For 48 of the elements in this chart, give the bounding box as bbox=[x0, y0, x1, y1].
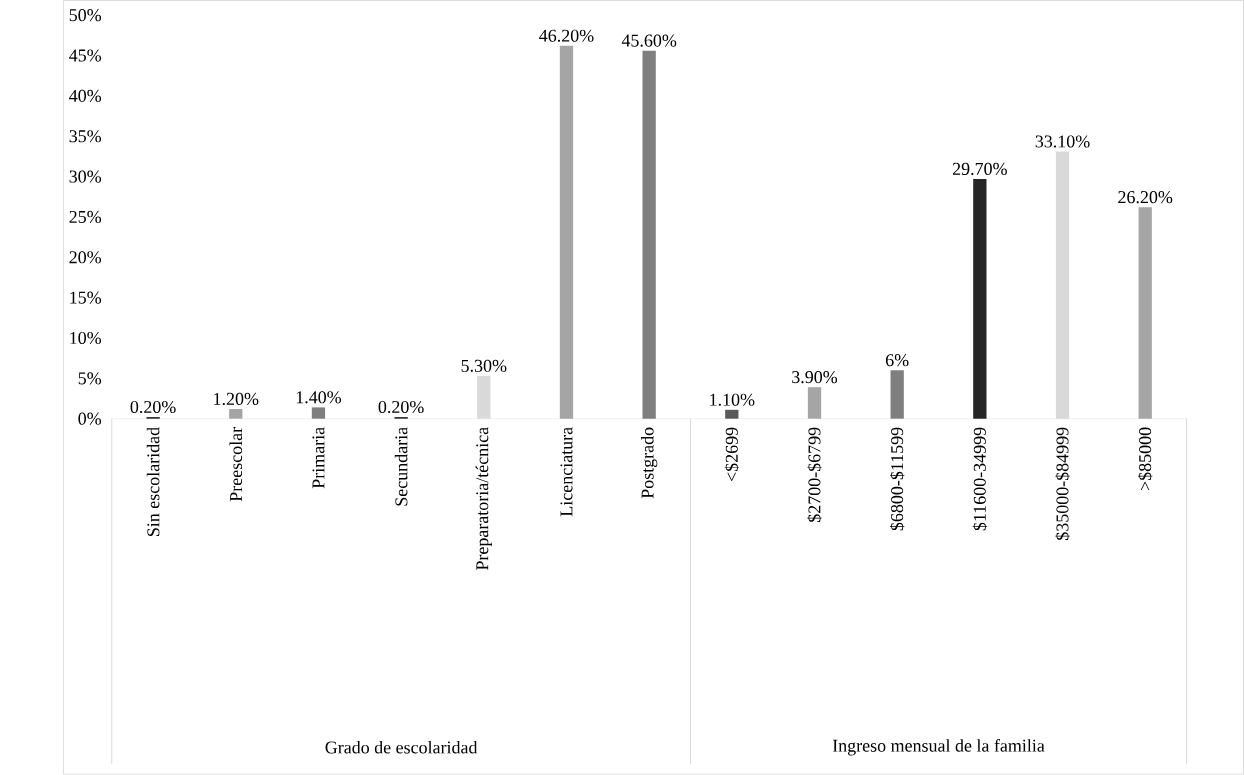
x-tick-label: $2700-$6799 bbox=[807, 427, 822, 523]
x-tick-label: $35000-$84999 bbox=[1055, 427, 1070, 541]
data-label: 26.20% bbox=[1118, 191, 1173, 204]
data-label: 6% bbox=[885, 354, 909, 367]
bar bbox=[973, 179, 987, 419]
y-tick-label: 30% bbox=[69, 170, 102, 183]
data-label: 1.20% bbox=[214, 392, 259, 406]
x-tick-label: $6800-$11599 bbox=[889, 427, 905, 531]
bar bbox=[642, 50, 656, 419]
bar bbox=[1138, 207, 1152, 419]
data-label: 33.10% bbox=[1035, 135, 1090, 148]
data-label: 46.20% bbox=[539, 29, 594, 42]
y-tick-label: 25% bbox=[69, 210, 102, 224]
bar bbox=[311, 407, 326, 419]
x-tick-label: $11600-34999 bbox=[972, 427, 988, 531]
y-tick-label: 10% bbox=[70, 332, 102, 345]
y-tick-label: 5% bbox=[78, 372, 102, 385]
x-tick-label: Licenciatura bbox=[560, 427, 573, 517]
text: Ingreso mensual de la familia bbox=[832, 739, 1045, 756]
data-label: 1.40% bbox=[296, 391, 342, 404]
data-label: 1.10% bbox=[710, 393, 755, 406]
text: Grado de escolaridad bbox=[325, 741, 478, 754]
y-tick-label: 0% bbox=[78, 412, 102, 425]
data-label: 5.30% bbox=[461, 359, 507, 373]
y-tick-label: 15% bbox=[70, 291, 102, 304]
bar bbox=[559, 45, 574, 419]
x-tick-label: Secundaria bbox=[394, 427, 408, 506]
data-label: 3.90% bbox=[792, 371, 838, 384]
y-tick-label: 35% bbox=[69, 130, 102, 143]
x-tick-label: Postgrado bbox=[640, 427, 658, 499]
y-tick-label: 40% bbox=[69, 89, 102, 103]
x-tick-label: <$2699 bbox=[724, 427, 740, 482]
y-tick-label: 45% bbox=[69, 49, 102, 62]
x-tick-label: >$85000 bbox=[1138, 427, 1153, 491]
x-tick-label: Preescolar bbox=[229, 427, 243, 502]
x-tick-label: Sin escolaridad bbox=[146, 427, 160, 537]
bar bbox=[890, 370, 904, 419]
data-label: 45.60% bbox=[621, 34, 677, 47]
data-label: 0.20% bbox=[378, 401, 424, 414]
y-tick-label: 20% bbox=[69, 251, 102, 264]
x-tick-label: Primaria bbox=[312, 427, 325, 489]
x-tick-label: Preparatoria/técnica bbox=[475, 427, 492, 571]
data-label: 29.70% bbox=[952, 162, 1007, 176]
bar bbox=[725, 409, 739, 419]
y-tick-label: 50% bbox=[69, 9, 102, 22]
data-label: 0.20% bbox=[130, 401, 176, 414]
bar bbox=[229, 409, 243, 419]
bar bbox=[807, 387, 822, 419]
